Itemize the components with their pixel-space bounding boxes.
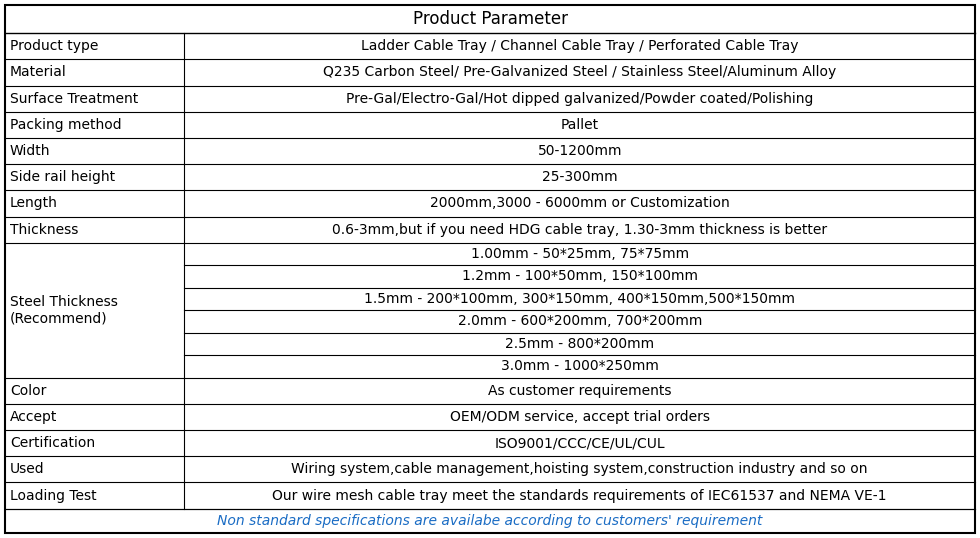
Text: Pallet: Pallet bbox=[561, 118, 599, 132]
Text: Accept: Accept bbox=[10, 410, 58, 424]
Text: Loading Test: Loading Test bbox=[10, 489, 97, 502]
Text: 3.0mm - 1000*250mm: 3.0mm - 1000*250mm bbox=[501, 359, 659, 373]
Text: Length: Length bbox=[10, 196, 58, 210]
Text: Used: Used bbox=[10, 462, 45, 476]
Text: 1.5mm - 200*100mm, 300*150mm, 400*150mm,500*150mm: 1.5mm - 200*100mm, 300*150mm, 400*150mm,… bbox=[365, 292, 795, 306]
Text: 2.5mm - 800*200mm: 2.5mm - 800*200mm bbox=[505, 337, 655, 351]
Text: Product type: Product type bbox=[10, 39, 98, 53]
Text: Width: Width bbox=[10, 144, 51, 158]
Text: Pre-Gal/Electro-Gal/Hot dipped galvanized/Powder coated/Polishing: Pre-Gal/Electro-Gal/Hot dipped galvanize… bbox=[346, 91, 813, 105]
Text: Ladder Cable Tray / Channel Cable Tray / Perforated Cable Tray: Ladder Cable Tray / Channel Cable Tray /… bbox=[361, 39, 799, 53]
Text: Product Parameter: Product Parameter bbox=[413, 10, 567, 28]
Text: 2.0mm - 600*200mm, 700*200mm: 2.0mm - 600*200mm, 700*200mm bbox=[458, 314, 702, 328]
Text: Q235 Carbon Steel/ Pre-Galvanized Steel / Stainless Steel/Aluminum Alloy: Q235 Carbon Steel/ Pre-Galvanized Steel … bbox=[323, 66, 836, 80]
Text: Surface Treatment: Surface Treatment bbox=[10, 91, 138, 105]
Text: 2000mm,3000 - 6000mm or Customization: 2000mm,3000 - 6000mm or Customization bbox=[430, 196, 729, 210]
Text: Color: Color bbox=[10, 384, 46, 398]
Text: OEM/ODM service, accept trial orders: OEM/ODM service, accept trial orders bbox=[450, 410, 710, 424]
Text: Certification: Certification bbox=[10, 436, 95, 450]
Text: Our wire mesh cable tray meet the standards requirements of IEC61537 and NEMA VE: Our wire mesh cable tray meet the standa… bbox=[272, 489, 887, 502]
Text: Non standard specifications are availabe according to customers' requirement: Non standard specifications are availabe… bbox=[218, 514, 762, 528]
Text: As customer requirements: As customer requirements bbox=[488, 384, 671, 398]
Text: 50-1200mm: 50-1200mm bbox=[537, 144, 622, 158]
Text: 0.6-3mm,but if you need HDG cable tray, 1.30-3mm thickness is better: 0.6-3mm,but if you need HDG cable tray, … bbox=[332, 223, 827, 237]
Text: Wiring system,cable management,hoisting system,construction industry and so on: Wiring system,cable management,hoisting … bbox=[291, 462, 868, 476]
Text: 1.2mm - 100*50mm, 150*100mm: 1.2mm - 100*50mm, 150*100mm bbox=[462, 270, 698, 284]
Text: Material: Material bbox=[10, 66, 67, 80]
Text: 25-300mm: 25-300mm bbox=[542, 170, 617, 184]
Text: Side rail height: Side rail height bbox=[10, 170, 115, 184]
Text: Thickness: Thickness bbox=[10, 223, 78, 237]
Text: Packing method: Packing method bbox=[10, 118, 122, 132]
Text: Steel Thickness
(Recommend): Steel Thickness (Recommend) bbox=[10, 295, 118, 325]
Text: ISO9001/CCC/CE/UL/CUL: ISO9001/CCC/CE/UL/CUL bbox=[495, 436, 665, 450]
Text: 1.00mm - 50*25mm, 75*75mm: 1.00mm - 50*25mm, 75*75mm bbox=[470, 247, 689, 261]
